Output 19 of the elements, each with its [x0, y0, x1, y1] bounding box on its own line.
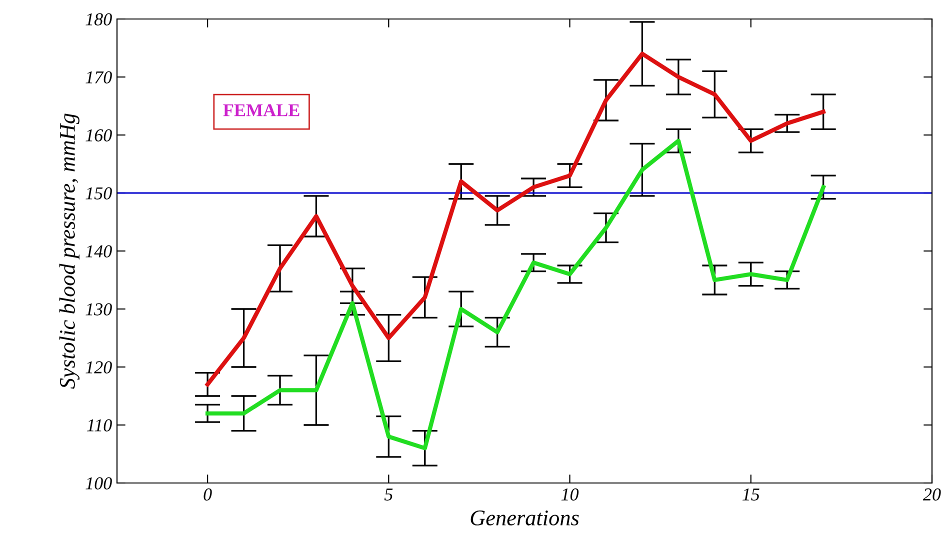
x-tick-label: 0 — [204, 488, 212, 501]
y-tick-label: 100 — [86, 477, 112, 490]
x-tick-label: 10 — [561, 488, 579, 501]
y-tick-label: 130 — [86, 303, 112, 316]
y-tick-label: 120 — [86, 361, 112, 374]
annotation: FEMALE — [223, 104, 300, 116]
y-tick-label: 140 — [86, 245, 112, 258]
y-tick-label: 150 — [86, 187, 112, 200]
x-tick-label: 15 — [742, 488, 760, 501]
x-tick-label: 5 — [384, 488, 393, 501]
x-tick-label: 20 — [922, 488, 941, 501]
y-axis-title: Systolic blood pressure, mmHg — [59, 114, 80, 389]
line-series — [205, 52, 826, 386]
y-tick-label: 180 — [86, 13, 112, 26]
y-tick-label: 160 — [86, 129, 112, 142]
y-tick-label: 170 — [86, 71, 112, 84]
y-tick-label: 110 — [87, 419, 112, 432]
line-series — [205, 138, 826, 450]
x-axis-title: Generations — [470, 510, 579, 526]
